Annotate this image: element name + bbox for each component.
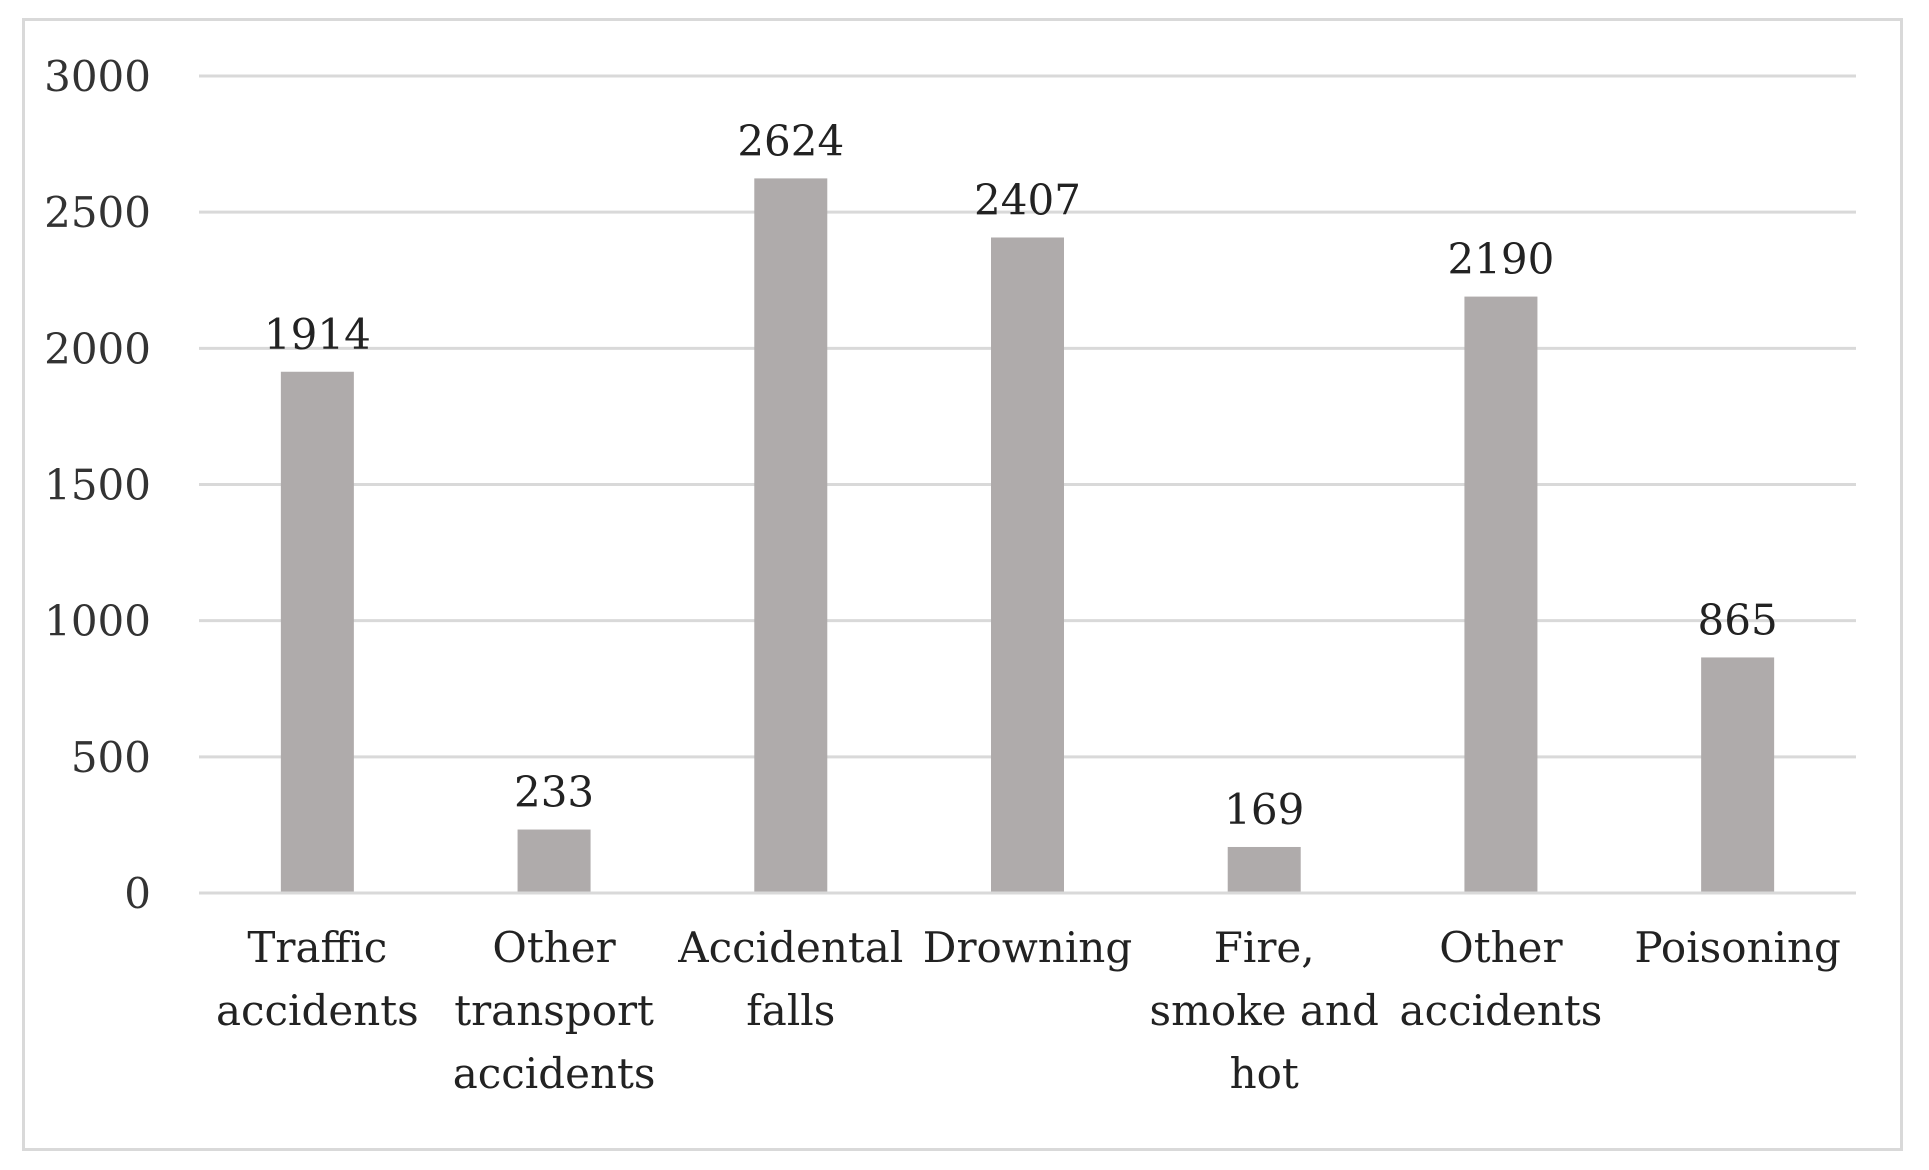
category-label-line: Other — [492, 923, 616, 972]
bars — [280, 178, 1775, 894]
data-label: 1914 — [264, 310, 371, 359]
category-label-line: Accidental — [677, 923, 903, 972]
bar — [754, 178, 828, 893]
data-label: 169 — [1224, 785, 1304, 834]
category-label-line: Traffic — [247, 923, 387, 972]
category-label-line: accidents — [1400, 986, 1603, 1035]
data-label: 2190 — [1447, 235, 1554, 284]
category-label-line: falls — [746, 986, 835, 1035]
category-label: Fire, smoke and hot — [1150, 923, 1379, 1098]
bar — [1227, 846, 1301, 893]
category-label-line: transport — [454, 986, 654, 1035]
category-label-line: hot — [1230, 1049, 1299, 1098]
y-tick-label: 500 — [71, 733, 151, 782]
bar-chart: 0 500 1000 1500 2000 2500 3000 1914 233 2624 2407… — [44, 52, 1856, 1098]
y-axis-ticks: 0 500 1000 1500 2000 2500 3000 — [44, 52, 151, 918]
chart-frame: 0 500 1000 1500 2000 2500 3000 1914 233 2624 2407… — [22, 18, 1903, 1151]
bar — [517, 829, 591, 893]
category-label-line: accidents — [453, 1049, 656, 1098]
category-label-line: Other — [1439, 923, 1563, 972]
data-label: 2407 — [974, 175, 1081, 224]
data-label: 233 — [514, 768, 594, 817]
y-tick-label: 2500 — [44, 188, 151, 237]
bar — [1701, 657, 1775, 893]
y-tick-label: 3000 — [44, 52, 151, 101]
y-tick-label: 0 — [124, 869, 151, 918]
data-labels: 1914 233 2624 2407 169 2190 865 — [264, 116, 1778, 834]
category-label-line: Fire, — [1214, 923, 1315, 972]
data-label: 2624 — [737, 116, 844, 165]
data-label: 865 — [1698, 595, 1778, 644]
category-label-line: accidents — [216, 986, 419, 1035]
category-label: Drowning — [923, 923, 1132, 972]
category-label: Poisoning — [1634, 923, 1841, 972]
y-tick-label: 1000 — [44, 597, 151, 646]
category-label-line: Drowning — [923, 923, 1132, 972]
category-label: Accidental falls — [677, 923, 903, 1035]
category-label: Traffic accidents — [216, 923, 419, 1035]
bar — [280, 371, 354, 893]
category-label-line: smoke and — [1150, 986, 1379, 1035]
category-label-line: Poisoning — [1634, 923, 1841, 972]
category-label: Other transport accidents — [453, 923, 656, 1098]
y-tick-label: 1500 — [44, 461, 151, 510]
category-label: Other accidents — [1400, 923, 1603, 1035]
bar — [991, 237, 1064, 894]
category-labels: Traffic accidents Other transport accidents A… — [216, 923, 1841, 1098]
y-tick-label: 2000 — [44, 324, 151, 373]
bar — [1464, 296, 1538, 894]
